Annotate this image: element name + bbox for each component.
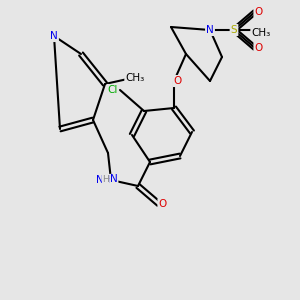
- Text: N: N: [206, 25, 214, 35]
- Text: O: O: [254, 43, 263, 53]
- Text: N: N: [50, 31, 58, 41]
- Text: NH: NH: [96, 175, 111, 185]
- Text: H: H: [102, 175, 109, 184]
- Text: O: O: [158, 199, 167, 209]
- Text: CH₃: CH₃: [125, 73, 145, 83]
- Text: O: O: [254, 7, 263, 17]
- Text: Cl: Cl: [107, 85, 118, 95]
- Text: S: S: [231, 25, 237, 35]
- Text: N: N: [110, 174, 118, 184]
- Text: O: O: [173, 76, 182, 86]
- Text: CH₃: CH₃: [251, 28, 271, 38]
